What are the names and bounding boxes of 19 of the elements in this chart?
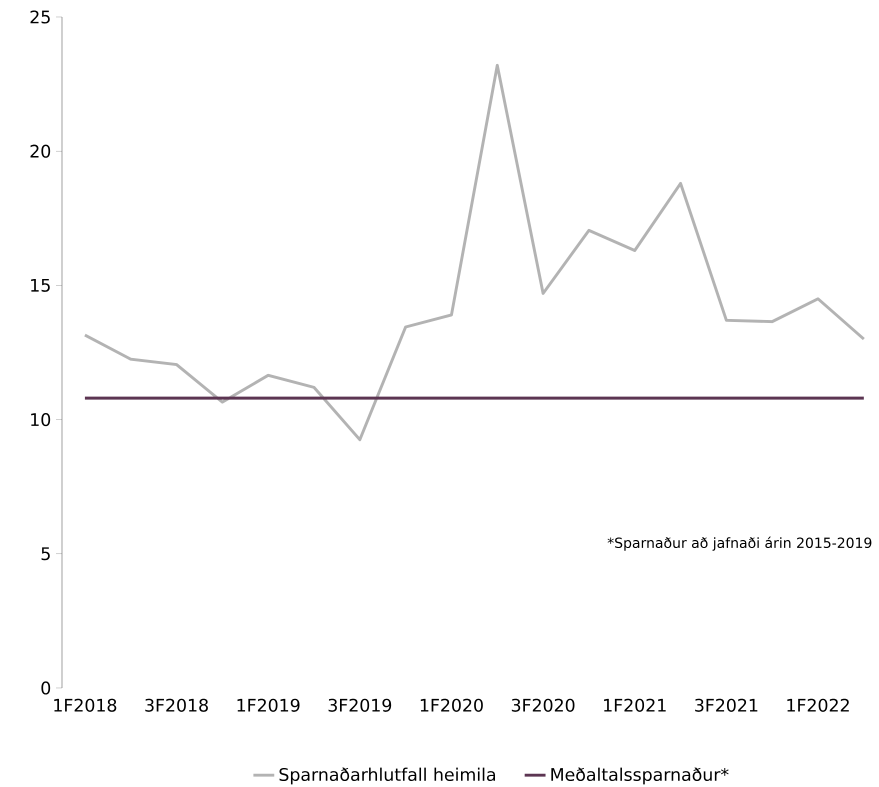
y-tick-label: 0 — [41, 681, 50, 695]
legend-label: Sparnaðarhlutfall heimila — [280, 768, 496, 784]
x-tick-label: 3F2020 — [512, 698, 574, 712]
x-tick-label: 3F2018 — [145, 698, 208, 712]
x-tick-label: 1F2022 — [787, 698, 849, 712]
x-tick-label: 3F2019 — [328, 698, 392, 712]
annotation: *Sparnaður að jafnaði árin 2015-2019 — [608, 536, 872, 551]
x-tick-label: 1F2021 — [604, 698, 666, 712]
y-tick-label: 5 — [42, 547, 50, 560]
y-tick-label: 15 — [31, 278, 50, 292]
y-tick-label: 25 — [30, 10, 50, 24]
y-tick-label: 10 — [31, 413, 50, 426]
x-tick-label: 3F2021 — [695, 698, 758, 712]
line-series — [83, 64, 866, 442]
y-tick-label: 20 — [30, 144, 50, 158]
x-tick-label: 1F2018 — [54, 698, 116, 712]
x-tick-label: 1F2019 — [238, 698, 300, 712]
legend-label: Meðaltalssparnaður* — [551, 768, 729, 784]
x-tick-label: 1F2020 — [420, 698, 483, 712]
